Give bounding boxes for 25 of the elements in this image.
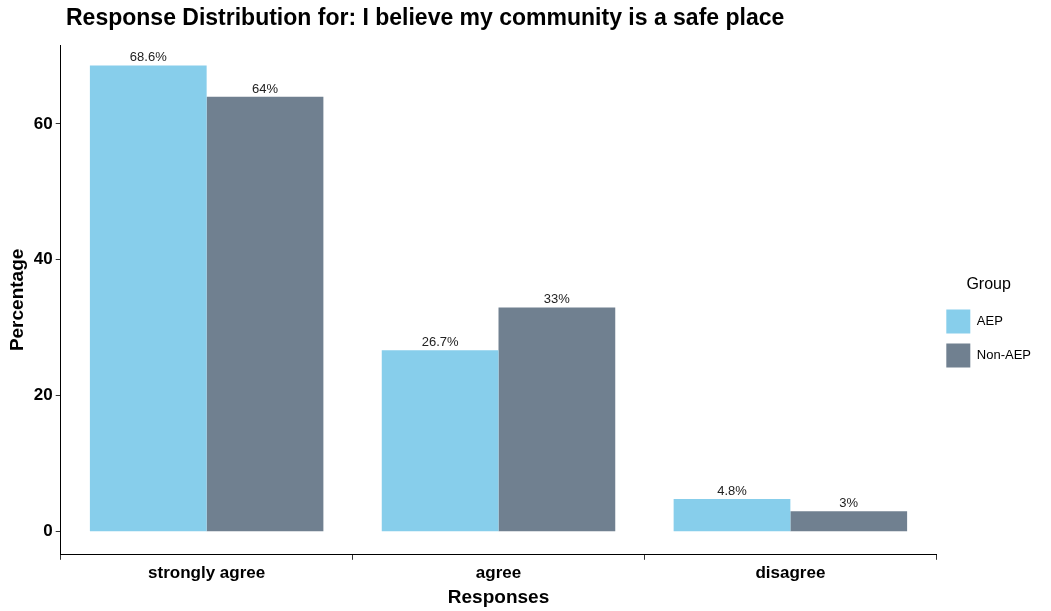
legend-label: Non-AEP — [976, 347, 1032, 363]
bar — [381, 350, 499, 532]
bar — [498, 307, 616, 532]
bar — [89, 65, 207, 532]
x-tick-label: agree — [475, 562, 522, 582]
y-tick-label: 0 — [43, 521, 53, 541]
y-tick-label: 20 — [33, 385, 53, 405]
legend-title: Group — [966, 274, 1011, 292]
data-label: 33% — [543, 291, 571, 307]
y-axis-title: Percentage — [5, 248, 27, 352]
y-tick-label: 60 — [33, 113, 53, 133]
x-axis-title: Responses — [447, 585, 550, 607]
data-label: 4.8% — [717, 483, 748, 499]
legend-label: AEP — [976, 313, 1003, 329]
data-label: 68.6% — [129, 49, 168, 65]
bar — [206, 96, 324, 532]
chart-title: Response Distribution for: I believe my community is a safe place — [66, 4, 785, 31]
x-tick-label: disagree — [755, 562, 826, 582]
data-label: 3% — [839, 495, 859, 511]
bar — [790, 511, 908, 532]
data-label: 26.7% — [421, 334, 459, 350]
y-tick-label: 40 — [33, 249, 53, 269]
bar — [673, 499, 791, 532]
data-label: 64% — [252, 80, 279, 96]
x-tick-label: strongly agree — [148, 562, 266, 582]
